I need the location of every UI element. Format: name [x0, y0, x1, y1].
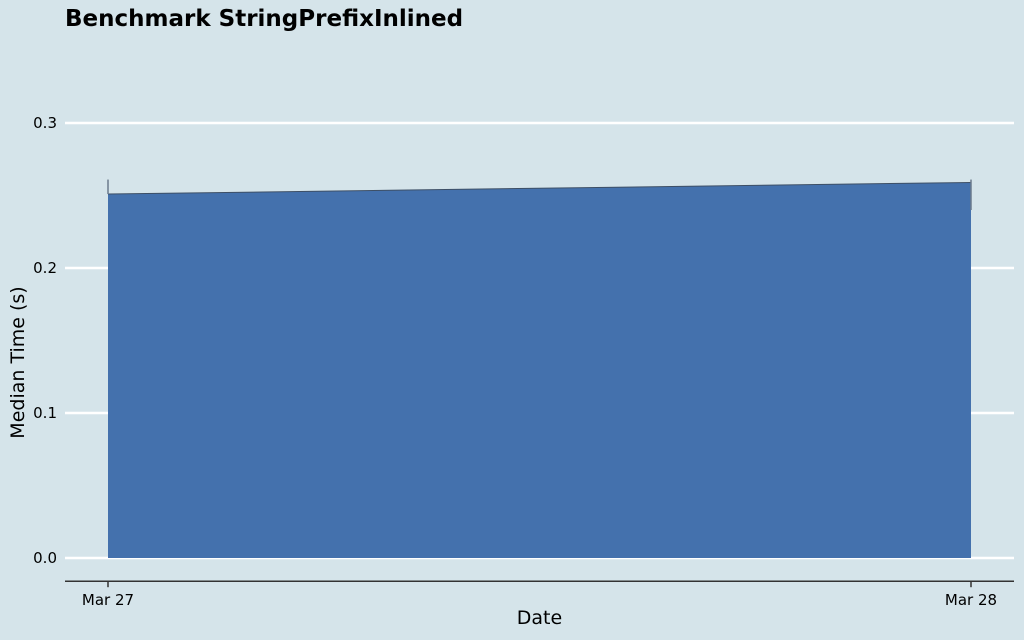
x-axis-label: Date	[517, 607, 562, 629]
y-tick-label: 0.3	[33, 114, 57, 132]
y-tick-label: 0.2	[33, 259, 57, 277]
chart-title: Benchmark StringPrefixInlined	[65, 6, 464, 32]
y-tick-label: 0.1	[33, 404, 57, 422]
area-fill	[108, 182, 971, 558]
y-tick-label: 0.0	[33, 549, 57, 567]
x-tick-label: Mar 28	[945, 591, 997, 609]
y-axis-label: Median Time (s)	[7, 286, 29, 438]
x-tick-label: Mar 27	[82, 591, 134, 609]
series-line	[107, 181, 972, 195]
